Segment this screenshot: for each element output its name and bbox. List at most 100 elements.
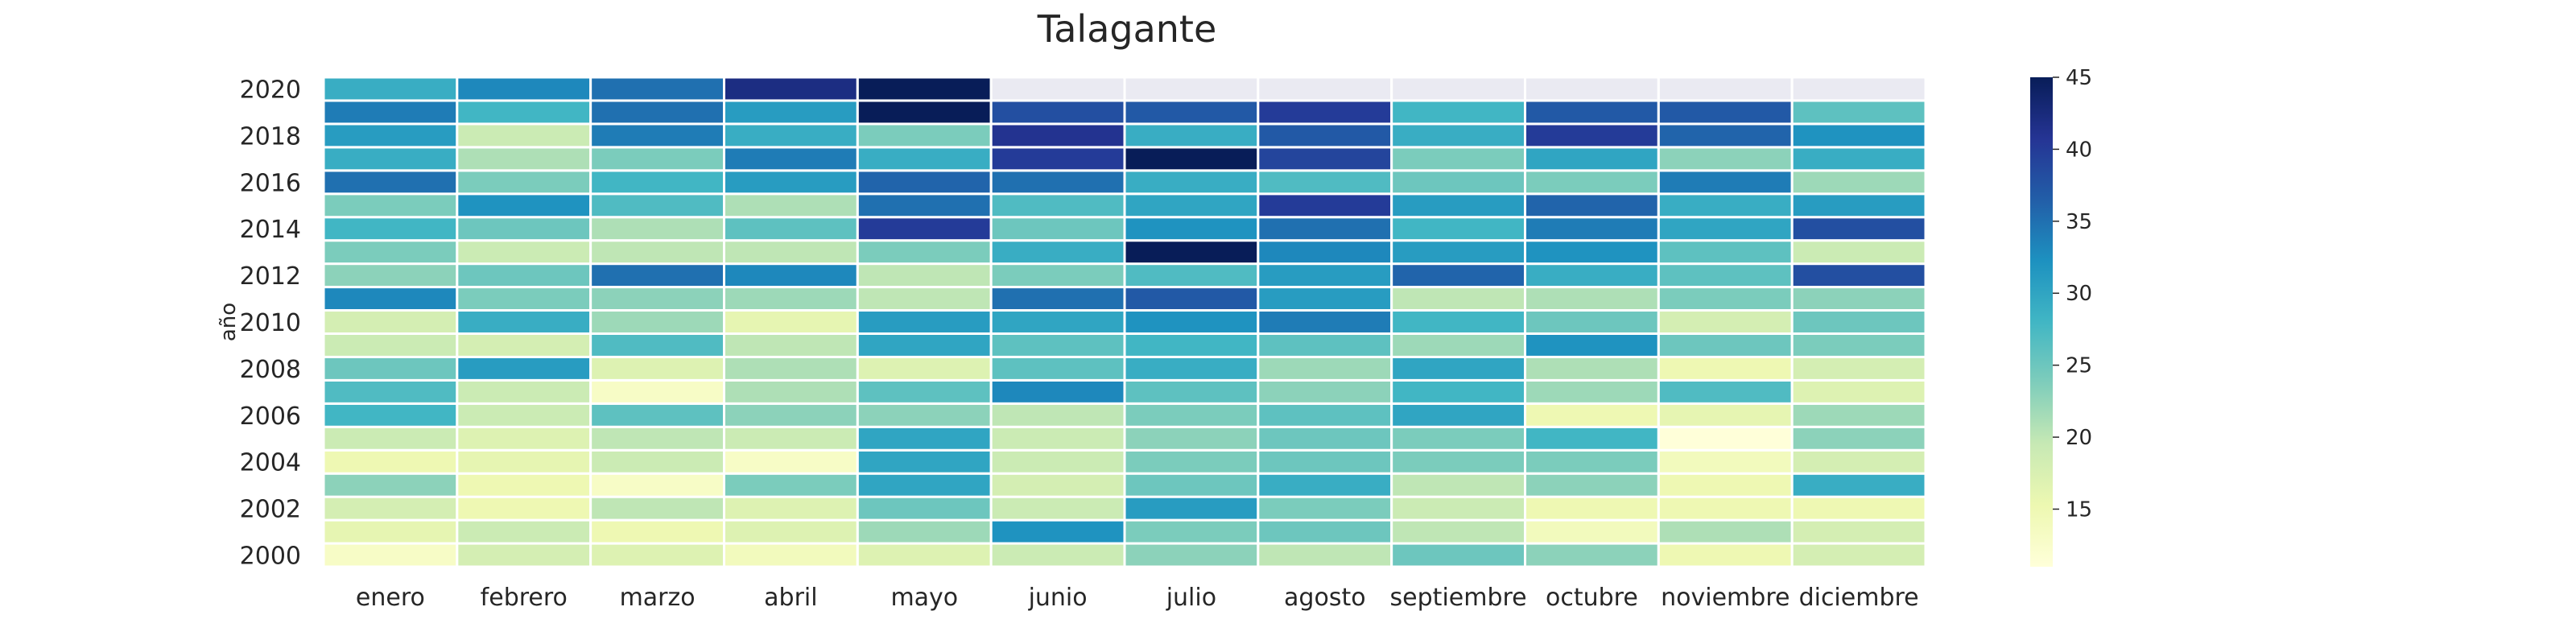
heatmap-cell-2012-mayo (856, 262, 993, 289)
heatmap-cell-2017-abril (723, 146, 859, 172)
heatmap-cell-2005-junio (989, 425, 1126, 452)
x-tick-label: julio (1166, 584, 1216, 612)
heatmap-cell-2015-octubre (1524, 192, 1660, 219)
heatmap-cell-2016-abril (723, 169, 859, 196)
heatmap-cell-2001-abril (723, 518, 859, 545)
heatmap-cell-2005-abril (723, 425, 859, 452)
heatmap-cell-2019-marzo (589, 99, 725, 126)
heatmap-cell-2004-diciembre (1790, 448, 1927, 475)
heatmap-cell-2015-febrero (456, 192, 592, 219)
heatmap-cell-2012-julio (1123, 262, 1260, 289)
y-tick-label: 2010 (240, 309, 301, 337)
heatmap-cell-2004-febrero (456, 448, 592, 475)
heatmap-cell-2004-septiembre (1390, 448, 1527, 475)
heatmap-cell-2015-agosto (1257, 192, 1393, 219)
heatmap-cell-2012-octubre (1524, 262, 1660, 289)
y-tick-label: 2000 (240, 543, 301, 571)
heatmap-cell-2020-enero (322, 76, 459, 102)
heatmap-cell-2014-enero (322, 216, 459, 242)
heatmap-cell-2012-septiembre (1390, 262, 1527, 289)
heatmap-cell-2006-diciembre (1790, 402, 1927, 428)
heatmap-cell-2005-julio (1123, 425, 1260, 452)
heatmap-cell-2011-enero (322, 286, 459, 312)
heatmap-cell-2016-marzo (589, 169, 725, 196)
heatmap-cell-2012-abril (723, 262, 859, 289)
heatmap-cell-2006-junio (989, 402, 1126, 428)
heatmap-cell-2009-febrero (456, 332, 592, 358)
heatmap-cell-2004-junio (989, 448, 1126, 475)
heatmap-cell-2010-noviembre (1657, 309, 1794, 335)
heatmap-cell-2003-julio (1123, 472, 1260, 498)
colorbar-tick-label: 45 (2066, 66, 2092, 90)
colorbar-gradient (2030, 77, 2053, 567)
heatmap-cell-2001-agosto (1257, 518, 1393, 545)
heatmap-cell-2001-noviembre (1657, 518, 1794, 545)
heatmap-cell-2014-marzo (589, 216, 725, 242)
heatmap-cell-2011-abril (723, 286, 859, 312)
heatmap-cell-2004-octubre (1524, 448, 1660, 475)
heatmap-cell-2000-noviembre (1657, 542, 1794, 568)
heatmap-cell-2009-julio (1123, 332, 1260, 358)
heatmap-cell-2003-enero (322, 472, 459, 498)
heatmap-cell-2010-julio (1123, 309, 1260, 335)
heatmap-cell-2015-mayo (856, 192, 993, 219)
x-tick-label: septiembre (1390, 584, 1527, 612)
heatmap-cell-2009-mayo (856, 332, 993, 358)
heatmap-cell-2017-septiembre (1390, 146, 1527, 172)
x-tick-label: febrero (481, 584, 568, 612)
heatmap-cell-2002-junio (989, 495, 1126, 522)
heatmap-cell-2005-noviembre (1657, 425, 1794, 452)
heatmap-cell-2006-noviembre (1657, 402, 1794, 428)
heatmap-cell-2020-marzo (589, 76, 725, 102)
heatmap-cell-2008-abril (723, 355, 859, 382)
x-tick-label: enero (356, 584, 425, 612)
heatmap-cell-2018-agosto (1257, 122, 1393, 149)
heatmap-cell-2006-agosto (1257, 402, 1393, 428)
heatmap-cell-2002-noviembre (1657, 495, 1794, 522)
heatmap-cell-2010-enero (322, 309, 459, 335)
heatmap-cell-2000-junio (989, 542, 1126, 568)
heatmap-cell-2018-noviembre (1657, 122, 1794, 149)
heatmap-cell-2008-agosto (1257, 355, 1393, 382)
heatmap-cell-2011-octubre (1524, 286, 1660, 312)
heatmap-cell-2013-noviembre (1657, 239, 1794, 266)
colorbar-tick-label: 25 (2066, 354, 2092, 378)
heatmap-cell-2020-agosto (1257, 76, 1393, 102)
heatmap-cell-2003-noviembre (1657, 472, 1794, 498)
heatmap-cell-2002-agosto (1257, 495, 1393, 522)
heatmap-cell-2001-diciembre (1790, 518, 1927, 545)
heatmap-cell-2014-junio (989, 216, 1126, 242)
heatmap-cell-2019-septiembre (1390, 99, 1527, 126)
heatmap-cell-2000-agosto (1257, 542, 1393, 568)
heatmap-cell-2014-diciembre (1790, 216, 1927, 242)
heatmap-cell-2013-diciembre (1790, 239, 1927, 266)
heatmap-cell-2015-enero (322, 192, 459, 219)
heatmap-cell-2017-octubre (1524, 146, 1660, 172)
heatmap-cell-2016-julio (1123, 169, 1260, 196)
x-tick-label: mayo (890, 584, 958, 612)
heatmap-cell-2017-enero (322, 146, 459, 172)
heatmap-cell-2010-mayo (856, 309, 993, 335)
heatmap-cell-2019-mayo (856, 99, 993, 126)
heatmap-cell-2017-febrero (456, 146, 592, 172)
y-tick-label: 2020 (240, 76, 301, 105)
heatmap-cell-2011-marzo (589, 286, 725, 312)
heatmap-cell-2018-mayo (856, 122, 993, 149)
heatmap-cell-2001-febrero (456, 518, 592, 545)
heatmap-cell-2008-marzo (589, 355, 725, 382)
heatmap-cell-2000-septiembre (1390, 542, 1527, 568)
heatmap-cell-2009-marzo (589, 332, 725, 358)
heatmap-cell-2015-julio (1123, 192, 1260, 219)
heatmap-cell-2020-febrero (456, 76, 592, 102)
heatmap-cell-2015-diciembre (1790, 192, 1927, 219)
heatmap-cell-2011-junio (989, 286, 1126, 312)
colorbar-tick-label: 40 (2066, 138, 2092, 162)
heatmap-cell-2009-septiembre (1390, 332, 1527, 358)
heatmap-cell-2004-abril (723, 448, 859, 475)
x-tick-label: diciembre (1799, 584, 1919, 612)
x-tick-label: octubre (1546, 584, 1638, 612)
colorbar-ticks: 15 20 25 30 35 40 45 (2053, 66, 2092, 522)
heatmap-cell-2002-mayo (856, 495, 993, 522)
heatmap-cell-2007-octubre (1524, 378, 1660, 405)
